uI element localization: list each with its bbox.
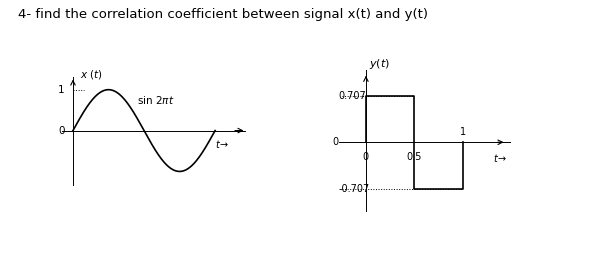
Text: $x\ (t)$: $x\ (t)$ [80,68,103,82]
Text: $y(t)$: $y(t)$ [369,57,390,71]
Text: $\mathrm{sin}\ 2\pi t$: $\mathrm{sin}\ 2\pi t$ [137,94,174,106]
Text: 4- find the correlation coefficient between signal x(t) and y(t): 4- find the correlation coefficient betw… [18,8,429,21]
Text: 0: 0 [333,137,339,147]
Text: $t\!\rightarrow$: $t\!\rightarrow$ [493,152,506,164]
Text: 1: 1 [58,85,65,95]
Text: 0.707: 0.707 [339,91,367,101]
Text: -0.707: -0.707 [339,184,370,194]
Text: 0.5: 0.5 [407,151,422,162]
Text: $t\!\rightarrow$: $t\!\rightarrow$ [216,138,229,150]
Text: 0: 0 [363,151,369,162]
Text: 1: 1 [460,127,466,137]
Text: 0: 0 [58,126,65,135]
